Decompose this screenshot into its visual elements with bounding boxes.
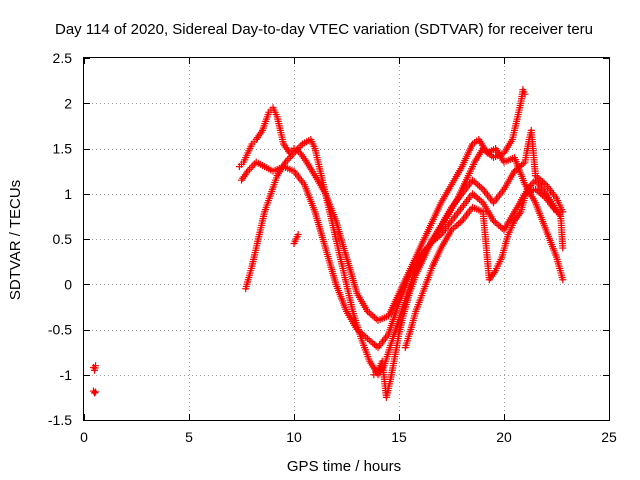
data-point-interp (247, 164, 255, 172)
y-tick-label: -1.5 (48, 412, 72, 428)
y-tick-label: 1.5 (53, 141, 73, 157)
x-tick-label: 15 (391, 429, 407, 445)
y-tick-label: 1 (64, 186, 72, 202)
axis-ticks (84, 58, 610, 421)
y-axis-label: SDTVAR / TECUs (7, 180, 24, 300)
x-tick-label: 10 (286, 429, 302, 445)
chart-title: Day 114 of 2020, Sidereal Day-to-day VTE… (55, 21, 593, 38)
data-point-interp (285, 154, 293, 162)
data-point (521, 90, 529, 98)
y-tick-label: 2 (64, 95, 72, 111)
data-point (559, 276, 567, 284)
data-point (92, 362, 100, 370)
x-tick-label: 5 (185, 429, 193, 445)
data-points (89, 86, 567, 401)
data-point (92, 388, 100, 396)
x-tick-label: 20 (496, 429, 512, 445)
grid-lines (84, 58, 609, 420)
data-point (91, 389, 98, 397)
data-point (559, 244, 567, 252)
data-point-interp (528, 180, 536, 188)
y-tick-label: 0.5 (53, 231, 73, 247)
y-tick-label: 2.5 (53, 50, 73, 66)
x-tick-label: 25 (601, 429, 617, 445)
y-tick-label: -1 (60, 367, 73, 383)
tick-labels: 0 5 10 15 20 25 -1.5 -1 -0.5 0 0.5 1 1.5 2 2.5 (48, 50, 617, 445)
x-tick-label: 0 (80, 429, 88, 445)
y-tick-label: -0.5 (48, 322, 72, 338)
plot-frame (83, 57, 610, 421)
data-point (294, 230, 302, 238)
x-axis-label: GPS time / hours (287, 458, 401, 475)
y-tick-label: 0 (64, 276, 72, 292)
